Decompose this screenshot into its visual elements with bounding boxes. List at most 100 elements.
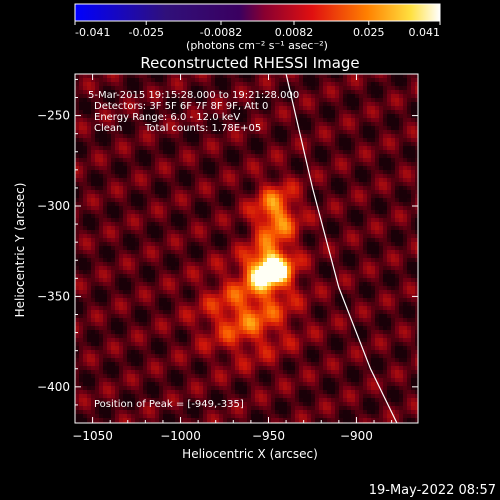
heatmap-cell [123, 242, 128, 247]
heatmap-cell [127, 130, 132, 135]
heatmap-cell [383, 222, 388, 227]
heatmap-cell [95, 162, 100, 167]
heatmap-cell [99, 170, 104, 175]
heatmap-cell [299, 298, 304, 303]
heatmap-cell [235, 246, 240, 251]
heatmap-cell [291, 202, 296, 207]
heatmap-cell [167, 146, 172, 151]
heatmap-cell [127, 170, 132, 175]
heatmap-cell [123, 254, 128, 259]
heatmap-cell [203, 202, 208, 207]
heatmap-cell [263, 190, 268, 195]
heatmap-cell [179, 210, 184, 215]
heatmap-cell [139, 226, 144, 231]
heatmap-cell [395, 90, 400, 95]
heatmap-cell [303, 278, 308, 283]
heatmap-cell [291, 86, 296, 91]
heatmap-cell [287, 198, 292, 203]
heatmap-cell [347, 162, 352, 167]
heatmap-cell [399, 226, 404, 231]
heatmap-cell [87, 98, 92, 103]
heatmap-cell [127, 114, 132, 119]
heatmap-cell [211, 302, 216, 307]
heatmap-cell [359, 282, 364, 287]
heatmap-cell [383, 170, 388, 175]
heatmap-cell [291, 134, 296, 139]
heatmap-cell [163, 234, 168, 239]
heatmap-cell [387, 126, 392, 131]
heatmap-cell [339, 162, 344, 167]
heatmap-cell [111, 238, 116, 243]
heatmap-cell [415, 90, 418, 95]
heatmap-cell [339, 190, 344, 195]
heatmap-cell [199, 162, 204, 167]
heatmap-cell [335, 246, 340, 251]
heatmap-cell [131, 122, 136, 127]
heatmap-cell [287, 262, 292, 267]
heatmap-cell [271, 294, 276, 299]
heatmap-cell [143, 230, 148, 235]
heatmap-cell [307, 262, 312, 267]
heatmap-cell [287, 278, 292, 283]
heatmap-cell [79, 74, 84, 79]
heatmap-cell [83, 258, 88, 263]
heatmap-cell [211, 294, 216, 299]
heatmap-cell [283, 214, 288, 219]
heatmap-cell [211, 258, 216, 263]
heatmap-cell [259, 82, 264, 87]
heatmap-cell [303, 230, 308, 235]
heatmap-cell [387, 118, 392, 123]
heatmap-cell [295, 150, 300, 155]
heatmap-cell [127, 278, 132, 283]
heatmap-cell [223, 242, 228, 247]
heatmap-cell [79, 182, 84, 187]
heatmap-cell [255, 106, 260, 111]
heatmap-cell [115, 286, 120, 291]
heatmap-cell [227, 302, 232, 307]
heatmap-cell [287, 98, 292, 103]
heatmap-cell [103, 98, 108, 103]
heatmap-cell [143, 214, 148, 219]
heatmap-cell [347, 94, 352, 99]
heatmap-cell [339, 250, 344, 255]
heatmap-cell [351, 142, 356, 147]
heatmap-cell [235, 178, 240, 183]
heatmap-cell [151, 218, 156, 223]
heatmap-cell [175, 302, 180, 307]
heatmap-cell [235, 214, 240, 219]
heatmap-cell [295, 294, 300, 299]
heatmap-cell [115, 142, 120, 147]
heatmap-cell [187, 182, 192, 187]
heatmap-cell [75, 178, 80, 183]
heatmap-cell [351, 114, 356, 119]
heatmap-cell [175, 82, 180, 87]
heatmap-cell [211, 270, 216, 275]
heatmap-cell [223, 106, 228, 111]
heatmap-cell [119, 290, 124, 295]
heatmap-cell [111, 214, 116, 219]
heatmap-cell [175, 246, 180, 251]
heatmap-cell [155, 242, 160, 247]
heatmap-cell [83, 234, 88, 239]
heatmap-cell [187, 258, 192, 263]
heatmap-cell [75, 226, 80, 231]
heatmap-cell [187, 198, 192, 203]
heatmap-cell [363, 294, 368, 299]
heatmap-cell [159, 254, 164, 259]
heatmap-cell [295, 130, 300, 135]
heatmap-cell [347, 222, 352, 227]
heatmap-cell [87, 238, 92, 243]
heatmap-cell [287, 158, 292, 163]
heatmap-cell [387, 170, 392, 175]
heatmap-cell [195, 186, 200, 191]
heatmap-cell [315, 150, 320, 155]
heatmap-cell [299, 94, 304, 99]
heatmap-cell [199, 250, 204, 255]
heatmap-cell [259, 210, 264, 215]
heatmap-cell [339, 170, 344, 175]
heatmap-cell [227, 194, 232, 199]
heatmap-cell [339, 234, 344, 239]
heatmap-cell [355, 202, 360, 207]
heatmap-cell [135, 294, 140, 299]
heatmap-cell [327, 90, 332, 95]
